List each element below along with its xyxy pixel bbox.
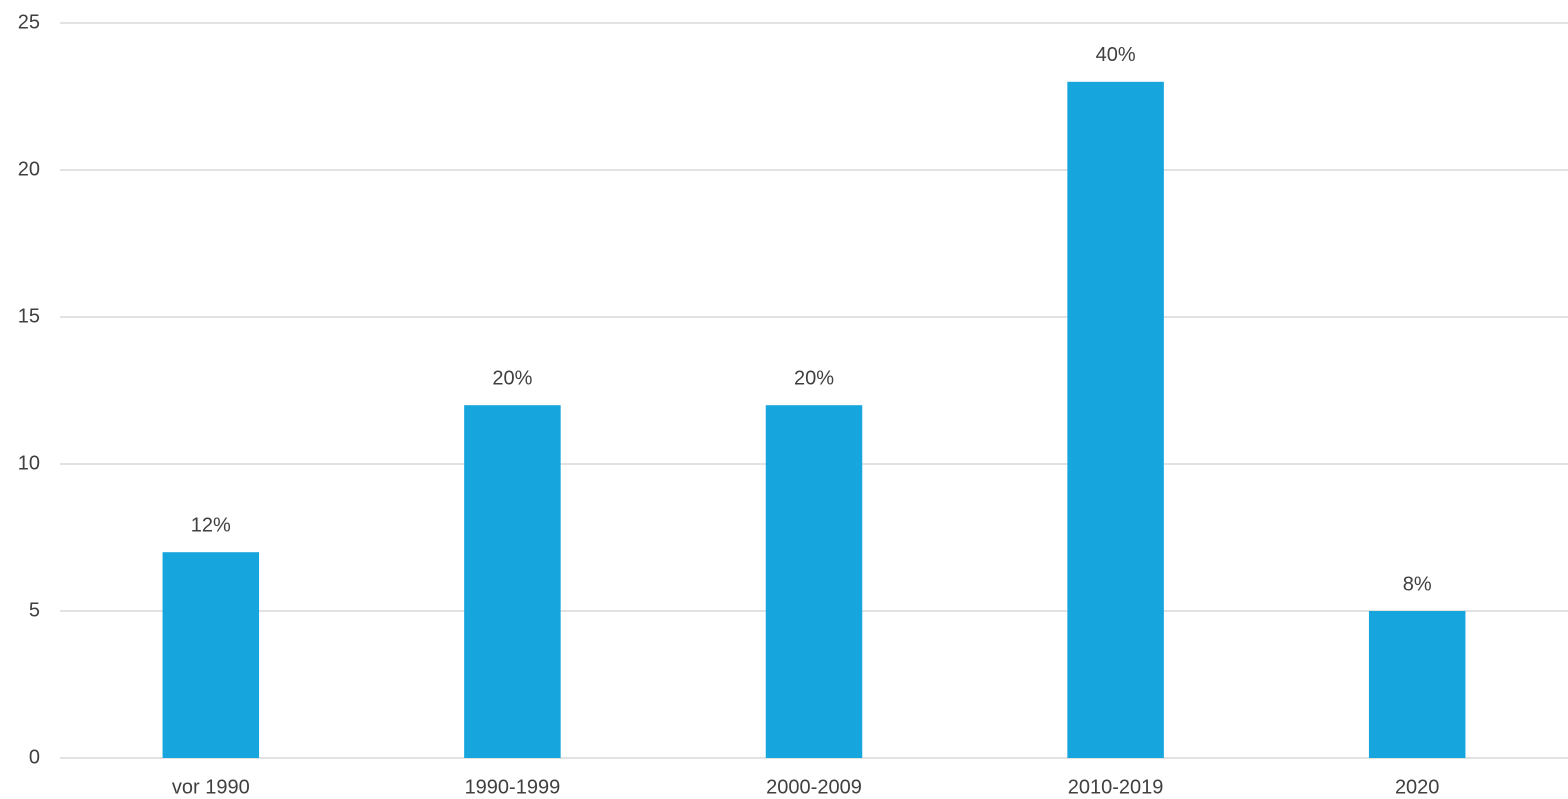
data-label: 20% (794, 367, 834, 389)
y-tick-label: 5 (29, 599, 40, 621)
x-tick-label: 1990-1999 (465, 776, 561, 798)
bar (162, 552, 260, 758)
data-label: 8% (1403, 573, 1432, 595)
bar (1368, 611, 1466, 758)
y-tick-label: 10 (18, 452, 40, 474)
y-tick-label: 25 (18, 11, 40, 33)
x-tick-label: 2020 (1395, 776, 1440, 798)
y-tick-label: 0 (29, 746, 40, 768)
data-label: 20% (492, 367, 532, 389)
x-tick-label: 2000-2009 (766, 776, 862, 798)
y-tick-label: 20 (18, 158, 40, 180)
bar (765, 405, 863, 758)
bar (1067, 81, 1164, 759)
x-tick-label: vor 1990 (172, 776, 250, 798)
data-label: 12% (191, 514, 231, 536)
x-tick-label: 2010-2019 (1068, 776, 1164, 798)
y-tick-label: 15 (18, 305, 40, 327)
bar (464, 405, 561, 758)
data-label: 40% (1096, 44, 1136, 66)
